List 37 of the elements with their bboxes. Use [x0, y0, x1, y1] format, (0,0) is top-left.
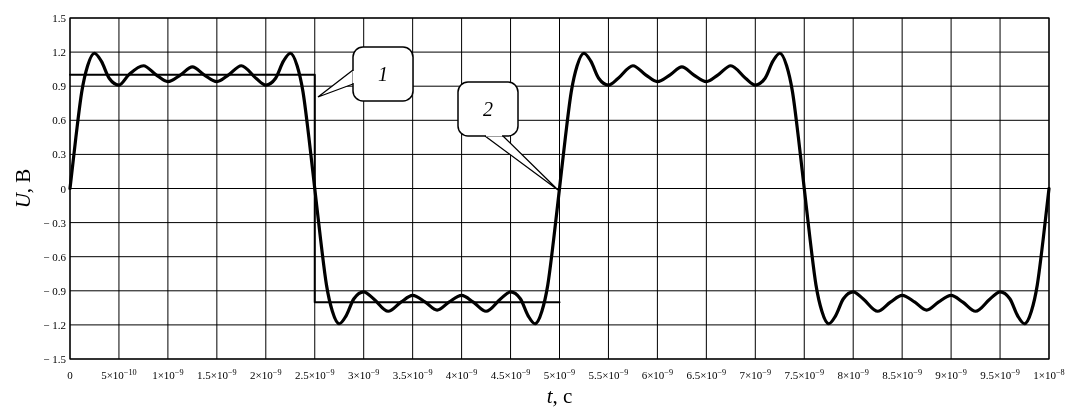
x-tick-label: 2×10$^{−9}$	[250, 367, 282, 381]
x-axis-title: t, с	[546, 384, 573, 408]
y-tick-label: − 1.2	[43, 318, 66, 331]
y-tick-label: − 0.6	[43, 250, 67, 263]
y-tick-label: − 0.9	[43, 284, 67, 297]
y-tick-label: 0	[60, 182, 67, 195]
callout: 2	[457, 81, 559, 191]
x-tick-label: 4.5×10$^{−9}$	[490, 367, 531, 381]
x-tick-label: 3.5×10$^{−9}$	[392, 367, 433, 381]
x-tick-label: 5×10$^{−10}$	[101, 367, 137, 381]
callout: 1	[317, 46, 414, 102]
x-tick-label: 5.5×10$^{−9}$	[588, 367, 629, 381]
x-tick-label: 7×10$^{−9}$	[739, 367, 772, 381]
y-tick-label: − 1.5	[43, 353, 67, 365]
x-tick-label: 4×10$^{−9}$	[445, 367, 478, 381]
x-tick-label: 6×10$^{−9}$	[641, 367, 674, 381]
x-tick-label: 7.5×10$^{−9}$	[784, 367, 825, 381]
x-tick-label: 1×10$^{−9}$	[152, 367, 184, 381]
x-tick-label: 2.5×10$^{−9}$	[294, 367, 335, 381]
x-tick-label: 1×10$^{−8}$	[1033, 367, 1065, 381]
annotation: 2	[483, 98, 493, 120]
x-tick-label: 6.5×10$^{−9}$	[686, 367, 727, 381]
x-tick-label: 5×10$^{−9}$	[543, 367, 576, 381]
y-tick-label: 0.9	[52, 80, 67, 93]
y-tick-label: − 0.3	[43, 216, 67, 229]
x-tick-label: 8×10$^{−9}$	[837, 367, 869, 381]
x-tick-label: 3×10$^{−9}$	[347, 367, 380, 381]
y-axis-title: U, В	[11, 168, 35, 209]
y-tick-label: 0.6	[52, 114, 67, 127]
y-tick-label: 1.5	[52, 12, 67, 24]
y-tick-label: 0.3	[52, 148, 67, 161]
x-tick-label: 9.5×10$^{−9}$	[980, 367, 1020, 381]
x-tick-label: 9×10$^{−9}$	[935, 367, 967, 381]
x-tick-label: 8.5×10$^{−9}$	[882, 367, 923, 381]
annotation: 1	[378, 63, 388, 85]
x-tick-label: 1.5×10$^{−9}$	[196, 367, 237, 381]
y-tick-label: 1.2	[52, 46, 66, 59]
